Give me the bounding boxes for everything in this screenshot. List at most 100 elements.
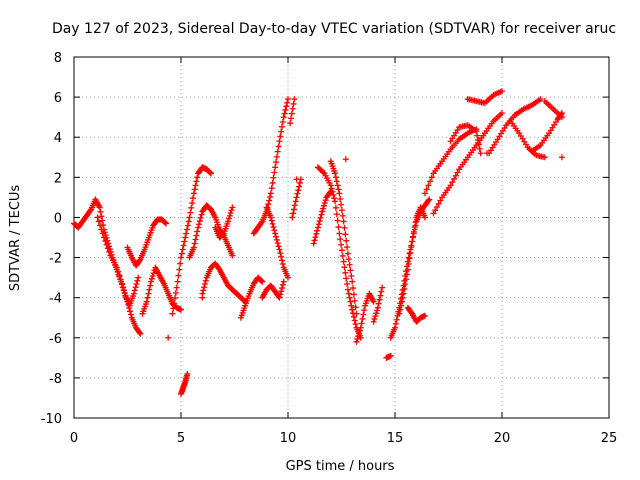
data-point-arc-13 bbox=[277, 250, 284, 257]
data-point-arc-27 bbox=[475, 137, 482, 144]
data-point-arc-1 bbox=[97, 208, 104, 215]
data-marks bbox=[71, 88, 565, 397]
data-point-arc-15 bbox=[291, 202, 298, 209]
data-point-arc-5 bbox=[178, 254, 184, 261]
data-point-arc-9 bbox=[225, 215, 232, 222]
data-point-arc-2 bbox=[123, 295, 130, 302]
data-point-arc-5 bbox=[192, 182, 199, 189]
data-point-arc-20 bbox=[378, 288, 385, 295]
data-point-arc-4 bbox=[148, 278, 155, 285]
x-axis-label: GPS time / hours bbox=[286, 459, 395, 474]
data-point-arc-14 bbox=[287, 120, 294, 127]
data-point-arc-16 bbox=[322, 197, 329, 204]
data-point-arc-17 bbox=[351, 317, 358, 324]
data-point-arc-13 bbox=[269, 220, 276, 227]
data-point-arc-18 bbox=[332, 174, 339, 181]
data-point-arc-17 bbox=[348, 302, 355, 309]
data-point-arc-18 bbox=[344, 244, 351, 251]
data-point-arc-7 bbox=[192, 236, 199, 243]
data-point-arc-11 bbox=[266, 197, 273, 204]
y-axis-label: SDTVAR / TECUs bbox=[8, 185, 23, 292]
data-point-arc-2 bbox=[120, 284, 127, 291]
data-point-arc-19 bbox=[360, 311, 367, 318]
data-point-isolated bbox=[558, 154, 565, 161]
data-point-arc-5 bbox=[176, 266, 183, 273]
data-point-arc-4 bbox=[146, 286, 153, 293]
data-point-arc-16 bbox=[312, 234, 319, 241]
data-point-arc-18 bbox=[344, 250, 351, 257]
data-point-arc-23 bbox=[408, 244, 415, 251]
data-point-arc-19 bbox=[370, 298, 377, 305]
data-point-arc-23 bbox=[397, 302, 404, 309]
data-point-arc-17 bbox=[345, 290, 352, 297]
data-point-arc-17 bbox=[352, 321, 359, 328]
data-point-arc-26 bbox=[433, 204, 440, 211]
data-point-arc-23 bbox=[399, 294, 406, 301]
data-point-arc-18 bbox=[353, 310, 360, 317]
data-point-arc-5 bbox=[207, 169, 214, 176]
data-point-arc-5 bbox=[184, 222, 191, 229]
data-point-arc-18 bbox=[334, 182, 341, 189]
data-point-arc-5 bbox=[170, 305, 177, 312]
data-point-arc-28 bbox=[499, 88, 505, 95]
data-point-arc-25 bbox=[428, 174, 435, 181]
data-point-arc-2 bbox=[126, 305, 133, 312]
data-point-arc-11 bbox=[265, 201, 272, 208]
data-point-arc-20 bbox=[373, 310, 380, 317]
data-point-arc-2 bbox=[106, 248, 113, 255]
data-point-arc-17 bbox=[347, 298, 354, 305]
data-point-arc-15 bbox=[292, 198, 299, 205]
data-point-arc-11 bbox=[284, 99, 291, 106]
data-point-arc-4 bbox=[144, 294, 151, 301]
data-point-arc-27 bbox=[477, 150, 484, 157]
data-point-arc-18 bbox=[346, 261, 353, 268]
data-point-arc-17 bbox=[339, 252, 346, 259]
data-point-arc-3 bbox=[136, 257, 143, 264]
data-point-arc-11 bbox=[278, 128, 285, 135]
data-point-arc-17 bbox=[328, 185, 335, 192]
data-point-arc-16 bbox=[320, 205, 327, 212]
data-point-arc-11 bbox=[274, 148, 281, 155]
data-point-arc-18 bbox=[352, 304, 359, 311]
data-point-arc-5 bbox=[180, 242, 187, 249]
data-point-arc-11 bbox=[276, 138, 283, 145]
data-point-arc-17 bbox=[327, 182, 334, 189]
data-point-arc-18 bbox=[339, 212, 346, 219]
data-point-arc-18 bbox=[340, 218, 347, 225]
y-tick-label: -6 bbox=[49, 332, 62, 347]
data-point-arc-25 bbox=[427, 178, 434, 185]
data-point-arc-17 bbox=[337, 236, 344, 243]
y-tick-label: -4 bbox=[49, 292, 62, 307]
data-point-arc-18 bbox=[341, 224, 348, 231]
data-point-arc-19 bbox=[357, 324, 364, 331]
data-point-arc-22 bbox=[393, 316, 400, 323]
data-point-arc-1 bbox=[135, 274, 142, 281]
data-point-isolated bbox=[342, 156, 349, 163]
data-point-arc-8 bbox=[200, 287, 207, 294]
data-point-arc-23 bbox=[396, 310, 403, 317]
data-point-arc-19 bbox=[358, 320, 365, 327]
data-point-arc-16 bbox=[316, 218, 323, 225]
data-point-arc-18 bbox=[347, 267, 354, 274]
data-point-arc-22 bbox=[392, 324, 398, 331]
data-point-arc-26 bbox=[437, 197, 444, 204]
y-tick-label: -10 bbox=[41, 412, 62, 427]
data-point-arc-2 bbox=[118, 280, 125, 287]
data-point-arc-9 bbox=[228, 207, 235, 214]
data-point-arc-18 bbox=[350, 285, 357, 292]
data-point-arc-26 bbox=[452, 172, 459, 179]
data-point-arc-11 bbox=[285, 96, 291, 103]
x-tick-label: 20 bbox=[494, 431, 511, 446]
data-point-arc-14 bbox=[289, 105, 296, 112]
data-point-arc-1 bbox=[130, 290, 137, 297]
data-point-arc-13 bbox=[273, 236, 280, 243]
data-point-arc-23 bbox=[421, 214, 428, 221]
data-point-arc-9 bbox=[219, 231, 226, 238]
data-point-arc-12 bbox=[278, 288, 285, 295]
data-point-arc-25 bbox=[425, 182, 432, 189]
data-point-arc-20 bbox=[375, 300, 382, 307]
data-point-arc-8 bbox=[201, 284, 208, 291]
data-point-arc-24 bbox=[421, 312, 428, 319]
x-tick-label: 5 bbox=[177, 431, 185, 446]
data-point-arc-11 bbox=[279, 123, 286, 130]
